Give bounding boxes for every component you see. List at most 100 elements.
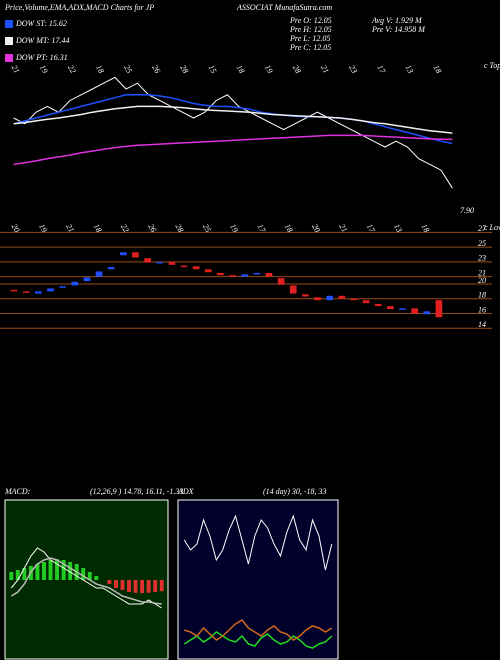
histogram-bar [61, 560, 66, 580]
series-line [13, 105, 453, 134]
annotation: Pre C: 12.05 [289, 43, 331, 52]
panel-subtitle: (12,26,9 ) 14.78, 16.11, -1.33 [90, 487, 183, 496]
candle-body [10, 289, 18, 292]
date-label: 18 [419, 222, 431, 233]
histogram-bar [146, 580, 151, 593]
date-label: 18 [283, 222, 295, 233]
annotation: Avg V: 1.929 M [371, 16, 423, 25]
date-label: 19 [228, 222, 240, 233]
histogram-bar [68, 562, 73, 580]
candle-body [71, 281, 79, 286]
annotation: c Tope [484, 61, 500, 70]
histogram-bar [159, 580, 164, 592]
histogram-bar [48, 560, 53, 580]
histogram-bar [15, 570, 20, 580]
candle-body [47, 288, 54, 292]
legend-label: DOW ST: 15.62 [15, 19, 67, 28]
panel-subtitle: (14 day) 30, -18, 33 [263, 487, 327, 496]
y-tick-label: 14 [478, 320, 486, 329]
candle-body [435, 300, 443, 318]
candle-body [144, 258, 151, 263]
annotation: Pre H: 12.05 [289, 25, 332, 34]
series-line [13, 134, 453, 166]
series-line [183, 514, 333, 571]
y-tick-label: 21 [478, 268, 486, 277]
candle-body [314, 297, 321, 301]
annotation: Pre O: 12.05 [289, 16, 332, 25]
candle-body [217, 272, 224, 276]
y-tick-label: 18 [478, 291, 486, 300]
candle-body [374, 303, 382, 307]
histogram-bar [113, 580, 118, 588]
candle-body [204, 269, 212, 273]
date-label: 21 [10, 63, 22, 74]
candle-body [302, 294, 309, 297]
date-label: 18 [92, 222, 104, 233]
legend-label: DOW MT: 17.44 [15, 36, 70, 45]
annotation: c Lower [484, 223, 500, 232]
date-label: 21 [337, 222, 349, 233]
date-label: 22 [66, 63, 78, 74]
candle-body [35, 291, 42, 294]
y-tick-label: 20 [478, 276, 486, 285]
histogram-bar [87, 572, 92, 580]
candle-body [289, 285, 297, 294]
candle-body [253, 272, 261, 275]
annotation: 7.90 [460, 206, 474, 215]
histogram-bar [94, 576, 99, 580]
date-label: 26 [146, 222, 158, 233]
candle-body [192, 266, 200, 270]
histogram-bar [22, 568, 27, 580]
histogram-bar [107, 580, 112, 584]
candle-body [180, 265, 188, 268]
histogram-bar [9, 572, 14, 580]
annotation: Pre V: 14.958 M [371, 25, 426, 34]
candle-body [119, 252, 127, 256]
panel-title: MACD: [4, 487, 31, 496]
date-label: 20 [310, 222, 322, 233]
date-label: 15 [207, 63, 219, 74]
annotation: Pre L: 12.05 [289, 34, 330, 43]
series-line [13, 76, 453, 189]
candle-body [95, 271, 103, 277]
legend-label: DOW PT: 16.31 [15, 53, 68, 62]
histogram-bar [133, 580, 138, 593]
series-line [183, 619, 333, 641]
date-label: 18 [94, 63, 106, 74]
candle-body [83, 277, 91, 282]
y-tick-label: 27 [478, 224, 487, 233]
date-label: 25 [122, 63, 134, 74]
date-label: 25 [201, 222, 213, 233]
date-label: 20 [10, 222, 22, 233]
candle-body [22, 291, 30, 293]
series-line [10, 547, 162, 609]
candle-body [387, 306, 394, 310]
y-tick-label: 25 [478, 239, 486, 248]
candle-body [326, 295, 334, 301]
candle-body [265, 272, 273, 277]
histogram-bar [127, 580, 131, 592]
date-label: 21 [64, 222, 76, 233]
date-label: 13 [403, 63, 415, 74]
candle-body [168, 261, 176, 265]
histogram-bar [81, 568, 86, 580]
candle-body [338, 295, 346, 299]
series-line [10, 557, 162, 605]
date-label: 28 [174, 222, 186, 233]
date-label: 19 [38, 63, 50, 74]
histogram-bar [42, 562, 46, 580]
date-label: 23 [347, 63, 359, 74]
date-label: 19 [263, 63, 275, 74]
legend-swatch [5, 37, 13, 45]
candle-body [229, 275, 236, 277]
histogram-bar [153, 580, 158, 592]
date-label: 28 [178, 63, 190, 74]
y-tick-label: 23 [478, 254, 486, 263]
y-tick-label: 16 [478, 305, 486, 314]
series-line [13, 94, 453, 145]
date-label: 18 [432, 63, 444, 74]
date-label: 19 [37, 222, 49, 233]
candle-body [350, 298, 358, 301]
candle-body [132, 252, 139, 258]
